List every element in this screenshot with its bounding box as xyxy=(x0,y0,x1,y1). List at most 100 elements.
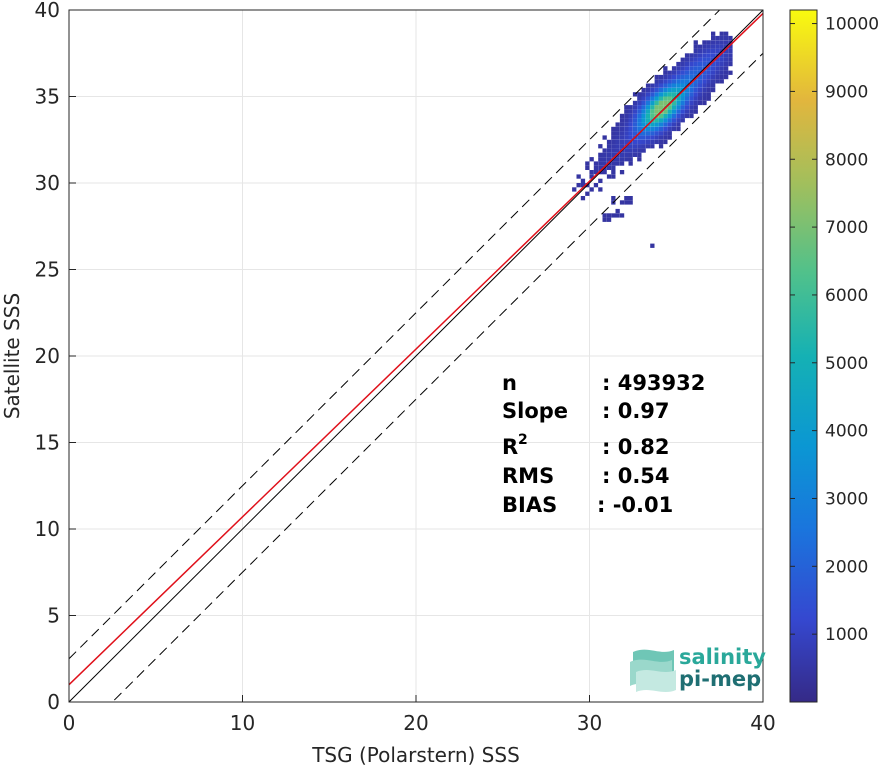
density-cell xyxy=(663,131,668,136)
density-cell xyxy=(715,61,720,67)
density-cell xyxy=(658,92,664,97)
density-cell xyxy=(693,57,698,62)
density-cell xyxy=(693,70,698,75)
density-cell xyxy=(680,79,685,84)
density-cell xyxy=(637,100,642,106)
density-cell xyxy=(697,44,703,49)
density-cell xyxy=(606,148,612,153)
density-cell xyxy=(637,105,642,110)
density-cell xyxy=(702,87,707,93)
density-cell xyxy=(667,135,672,140)
density-cell xyxy=(719,70,724,75)
density-cell xyxy=(645,105,651,110)
density-cell xyxy=(667,131,672,136)
density-cell xyxy=(724,35,729,41)
density-cell xyxy=(684,66,690,71)
density-cell xyxy=(615,126,620,132)
x-tick-label: 10 xyxy=(230,711,255,735)
density-cell xyxy=(619,113,625,119)
density-cell xyxy=(676,74,681,80)
colorbar-tick-label: 4000 xyxy=(825,422,868,442)
density-cell xyxy=(689,96,694,101)
density-cell xyxy=(615,208,620,214)
y-tick-label: 0 xyxy=(47,690,60,714)
density-cell xyxy=(728,35,733,41)
density-cell xyxy=(689,87,694,93)
density-cell xyxy=(702,61,707,67)
density-cell xyxy=(572,187,577,192)
density-cell xyxy=(628,113,633,119)
density-cell xyxy=(719,31,724,36)
density-cell xyxy=(611,161,616,166)
density-cell xyxy=(724,70,729,75)
density-cell xyxy=(619,157,625,162)
density-cell xyxy=(598,161,603,166)
density-cell xyxy=(667,113,672,119)
density-cell xyxy=(611,135,616,140)
density-cell xyxy=(619,118,625,123)
density-cell xyxy=(689,61,694,67)
density-cell xyxy=(650,113,655,119)
density-cell xyxy=(645,109,651,114)
density-cell xyxy=(689,83,694,88)
density-cell xyxy=(663,92,668,97)
density-cell xyxy=(663,70,668,75)
density-cell xyxy=(702,74,707,80)
density-cell xyxy=(702,100,707,106)
density-cell xyxy=(702,96,707,101)
density-cell xyxy=(641,92,646,97)
density-cell xyxy=(715,70,720,75)
density-cell xyxy=(663,87,668,93)
density-cell xyxy=(628,161,633,166)
density-cell xyxy=(585,161,590,166)
density-cell xyxy=(702,44,707,49)
density-cell xyxy=(615,161,620,166)
density-cell xyxy=(641,96,646,101)
density-cell xyxy=(598,144,603,149)
density-cell xyxy=(624,113,629,119)
density-cell xyxy=(671,66,677,71)
density-cell xyxy=(602,213,607,218)
density-cell xyxy=(697,92,703,97)
density-cell xyxy=(684,100,690,106)
density-cell xyxy=(702,79,707,84)
density-cell xyxy=(671,113,677,119)
density-cell xyxy=(697,100,703,106)
density-cell xyxy=(615,157,620,162)
density-cell xyxy=(580,178,586,183)
density-cell xyxy=(650,126,655,132)
density-cell xyxy=(724,31,729,36)
density-cell xyxy=(684,92,690,97)
density-cell xyxy=(693,48,698,54)
density-cell xyxy=(598,165,603,170)
density-cell xyxy=(728,48,733,54)
density-cell xyxy=(693,87,698,93)
density-cell xyxy=(680,113,685,119)
density-cell xyxy=(715,57,720,62)
density-cell xyxy=(641,105,646,110)
density-cell xyxy=(637,113,642,119)
density-cell xyxy=(658,122,664,127)
density-cell xyxy=(702,83,707,88)
density-cell xyxy=(711,70,716,75)
density-cell xyxy=(689,109,694,114)
density-cell xyxy=(589,174,594,179)
density-cell xyxy=(637,135,642,140)
density-cell xyxy=(680,109,685,114)
density-cell xyxy=(689,100,694,106)
density-cell xyxy=(711,66,716,71)
density-cell xyxy=(658,87,664,93)
density-cell xyxy=(645,87,651,93)
density-cell xyxy=(680,57,685,62)
density-cell xyxy=(602,161,607,166)
density-cell xyxy=(676,61,681,67)
density-cell xyxy=(624,200,629,205)
density-cell xyxy=(693,53,698,58)
density-cell xyxy=(593,161,599,166)
density-cell xyxy=(697,66,703,71)
density-cell xyxy=(611,148,616,153)
colorbar-tick-label: 1000 xyxy=(825,625,868,645)
density-cell xyxy=(650,105,655,110)
density-cell xyxy=(719,79,724,84)
density-cell xyxy=(615,122,620,127)
